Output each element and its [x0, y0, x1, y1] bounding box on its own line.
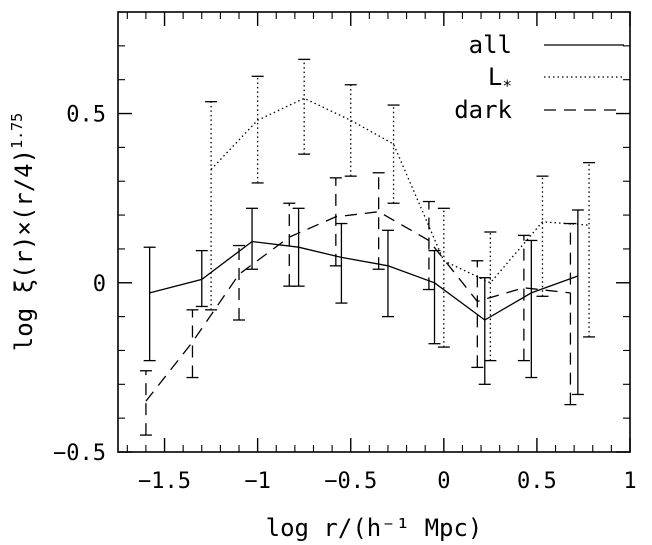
legend-label: L*	[488, 63, 512, 95]
series-group	[139, 58, 596, 436]
x-tick-label: 0.5	[517, 469, 557, 494]
error-bar	[139, 370, 152, 436]
plot-frame	[117, 11, 631, 453]
error-bar	[428, 249, 441, 345]
legend-label: all	[469, 31, 512, 59]
y-tick-label: 0.5	[66, 103, 106, 128]
series-dark	[139, 172, 577, 436]
error-bar	[387, 104, 400, 204]
axes: −1.5 −1 −0.5 0 0.5 1 −0.5 0 0.5	[53, 11, 637, 494]
legend-item: all	[469, 31, 624, 59]
error-bar	[233, 244, 246, 321]
error-bar	[478, 277, 491, 385]
legend-item: L*	[488, 63, 624, 95]
error-bar	[143, 246, 156, 362]
x-tick-label: 1	[623, 469, 636, 494]
error-bar	[186, 309, 199, 379]
x-tick-label: −0.5	[324, 469, 377, 494]
x-axis-title: log r/(h⁻¹ Mpc)	[266, 514, 483, 542]
series-line	[149, 240, 579, 321]
error-bar	[329, 177, 342, 267]
series-line	[145, 211, 571, 402]
error-bar	[517, 234, 530, 362]
error-bar	[571, 209, 584, 396]
series-all	[143, 207, 584, 396]
error-bar	[381, 229, 394, 318]
error-bar	[564, 222, 577, 406]
y-axis-title-exponent: 1.75	[8, 113, 26, 149]
x-tick-label: −1	[244, 469, 271, 494]
error-bar	[372, 172, 385, 270]
y-axis-title: log ξ(r)×(r/4)1.75	[8, 113, 38, 351]
error-bar	[422, 200, 435, 291]
error-bar	[344, 84, 357, 177]
error-bar	[335, 222, 348, 304]
error-bar	[583, 161, 596, 338]
error-bar	[437, 207, 450, 348]
series-line	[210, 97, 590, 284]
legend-label: dark	[454, 96, 512, 124]
legend-item: dark	[454, 96, 624, 124]
error-bar	[283, 202, 296, 287]
error-bar	[298, 58, 311, 155]
error-bar	[251, 75, 264, 184]
x-tick-label: 0	[437, 469, 450, 494]
error-bar	[195, 249, 208, 308]
error-bar	[205, 101, 218, 311]
x-tick-label: −1.5	[138, 469, 191, 494]
y-tick-label: −0.5	[53, 441, 106, 466]
legend-label-subscript: *	[502, 76, 512, 95]
error-bar	[484, 231, 497, 362]
legend: all L*dark	[454, 31, 624, 124]
error-bar	[246, 207, 259, 270]
y-axis-title-main: log ξ(r)×(r/4)	[10, 149, 38, 351]
y-axis-title-text: log ξ(r)×(r/4)1.75	[8, 113, 38, 351]
y-tick-label: 0	[93, 272, 106, 297]
series-l-	[205, 58, 596, 362]
error-bar	[525, 239, 538, 379]
error-bar	[471, 260, 484, 369]
error-bar	[536, 175, 549, 297]
